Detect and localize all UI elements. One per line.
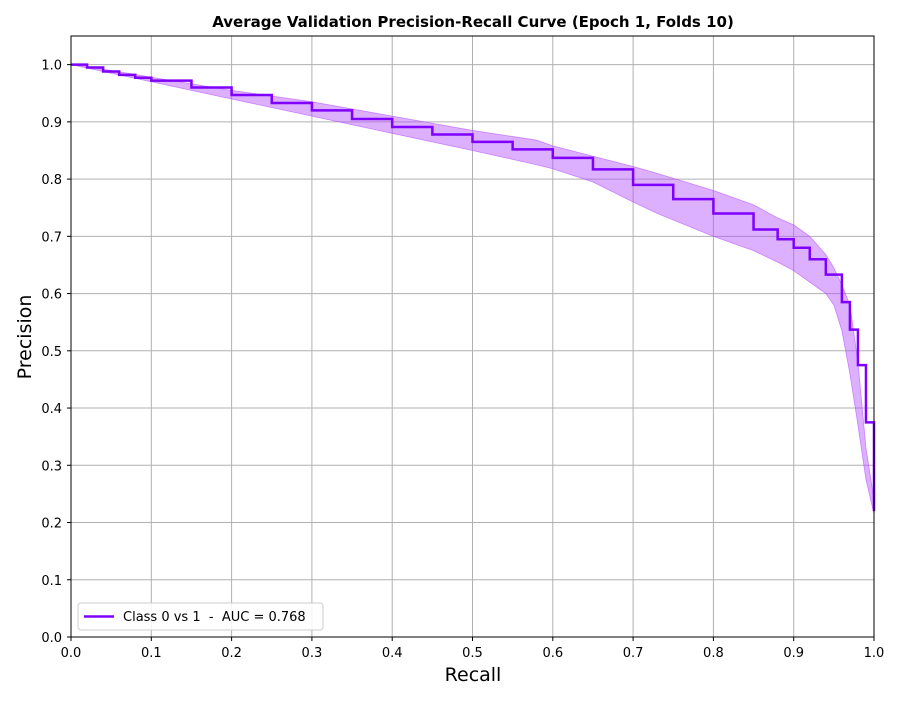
x-tick-label-5: 0.5: [462, 646, 483, 661]
x-tick-label-10: 1.0: [864, 646, 885, 661]
x-axis-ticks: 0.0 0.1 0.2 0.3 0.4 0.5 0.6 0.7 0.8 0.9 1.0: [61, 637, 885, 661]
x-axis-title: Recall: [445, 664, 502, 686]
chart-title: Average Validation Precision-Recall Curv…: [212, 13, 734, 31]
y-tick-label-2: 0.2: [41, 517, 62, 532]
y-axis-title: Precision: [14, 295, 36, 380]
series-layer: [71, 63, 876, 512]
y-tick-label-8: 0.8: [41, 173, 62, 188]
y-tick-label-6: 0.6: [41, 288, 62, 303]
legend: Class 0 vs 1 - AUC = 0.768: [77, 602, 324, 631]
x-tick-label-6: 0.6: [542, 646, 563, 661]
x-tick-label-0: 0.0: [61, 646, 82, 661]
y-tick-label-9: 0.9: [41, 116, 62, 131]
x-tick-label-3: 0.3: [302, 646, 323, 661]
y-tick-label-10: 1.0: [41, 59, 62, 74]
y-tick-label-4: 0.4: [41, 402, 62, 417]
x-tick-label-2: 0.2: [221, 646, 242, 661]
y-tick-label-1: 0.1: [41, 574, 62, 589]
legend-label: Class 0 vs 1 - AUC = 0.768: [123, 610, 306, 625]
y-tick-label-5: 0.5: [41, 345, 62, 360]
grid: [70, 36, 875, 638]
x-tick-label-4: 0.4: [382, 646, 403, 661]
y-axis-ticks: 0.0 0.1 0.2 0.3 0.4 0.5 0.6 0.7 0.8 0.9 1.0: [41, 59, 71, 646]
x-tick-label-8: 0.8: [703, 646, 724, 661]
series-line-0: [71, 63, 876, 512]
x-tick-label-7: 0.7: [623, 646, 644, 661]
x-tick-label-9: 0.9: [783, 646, 804, 661]
x-tick-label-1: 0.1: [141, 646, 162, 661]
y-tick-label-0: 0.0: [41, 631, 62, 646]
y-tick-label-7: 0.7: [41, 230, 62, 245]
legend-box: [77, 602, 324, 631]
y-tick-label-3: 0.3: [41, 459, 62, 474]
